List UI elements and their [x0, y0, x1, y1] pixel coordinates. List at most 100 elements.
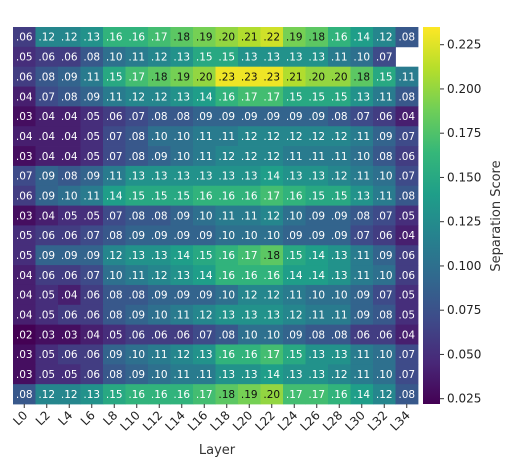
heatmap-cell — [350, 284, 374, 306]
heatmap-cell — [395, 205, 419, 226]
heatmap-cell — [215, 304, 239, 326]
heatmap-cell-label: .03 — [16, 151, 33, 163]
heatmap-cell — [103, 205, 126, 226]
heatmap-cell — [125, 66, 149, 87]
heatmap-cell-label: .09 — [173, 230, 190, 242]
heatmap-cell — [373, 324, 396, 345]
heatmap-cell-label: .11 — [353, 131, 370, 143]
heatmap-cell — [103, 27, 126, 48]
heatmap-cell — [260, 165, 284, 187]
heatmap-cell — [328, 66, 351, 87]
heatmap-cell-label: .04 — [398, 230, 415, 242]
heatmap-cell-label: .16 — [218, 250, 235, 262]
heatmap-cell-label: .16 — [331, 32, 348, 44]
heatmap-cell-label: .12 — [241, 290, 258, 302]
heatmap-cell-label: .08 — [38, 71, 55, 83]
heatmap-cell-label: .09 — [128, 369, 145, 381]
heatmap-cell-label: .11 — [398, 71, 415, 83]
heatmap-cell — [58, 27, 81, 48]
heatmap-cell — [305, 344, 329, 365]
heatmap-cell-label: .05 — [61, 369, 78, 381]
heatmap-cell — [13, 165, 36, 187]
heatmap-cell — [260, 66, 284, 87]
heatmap-cell-label: .04 — [16, 270, 33, 282]
heatmap-cell-label: .13 — [286, 369, 303, 381]
heatmap-cell — [305, 86, 329, 107]
heatmap-cell-label: .06 — [38, 270, 55, 282]
colorbar-tick-label: 0.150 — [447, 170, 481, 184]
heatmap-cell-label: .07 — [106, 131, 123, 143]
heatmap-cell — [125, 46, 149, 68]
heatmap-cell — [125, 205, 149, 226]
heatmap-cell-label: .12 — [218, 151, 235, 163]
heatmap-cell-label: .10 — [353, 151, 370, 163]
heatmap-cell-label: .11 — [286, 290, 303, 302]
heatmap-cell — [305, 245, 329, 266]
heatmap-cell-label: .13 — [241, 52, 258, 64]
heatmap-cell-label: .11 — [376, 91, 393, 103]
heatmap-cell-label: .07 — [128, 111, 145, 123]
heatmap-cell-label: .14 — [353, 32, 370, 44]
heatmap-cell — [350, 106, 374, 127]
heatmap-cell — [35, 384, 59, 405]
heatmap-cell — [58, 165, 81, 187]
heatmap-cell — [13, 245, 36, 266]
heatmap-cell-label: .09 — [241, 111, 258, 123]
heatmap-cell-label: .04 — [38, 151, 55, 163]
heatmap-cell — [193, 324, 216, 345]
heatmap-cell-label: .10 — [196, 210, 213, 222]
heatmap-cell-label: .03 — [16, 369, 33, 381]
heatmap-cell-label: .14 — [308, 250, 325, 262]
heatmap-cell-label: .11 — [331, 151, 348, 163]
heatmap-cell-label: .07 — [83, 270, 100, 282]
x-axis-ticks: L0 L2 L4 L6 L8L10L12L14L16L18L20L22L24L26L28… — [10, 404, 413, 434]
heatmap-cell — [103, 225, 126, 246]
heatmap-cell — [283, 205, 306, 226]
heatmap-cell — [58, 324, 81, 345]
heatmap-cell — [283, 27, 306, 48]
heatmap-cell-label: .14 — [353, 389, 370, 401]
heatmap-cell-label: .10 — [218, 290, 235, 302]
heatmap-cell-label: .22 — [263, 32, 280, 44]
heatmap-cell-label: .16 — [196, 190, 213, 202]
heatmap-cell — [328, 146, 351, 167]
heatmap-cell-label: .04 — [16, 91, 33, 103]
heatmap-cell-label: .13 — [128, 250, 145, 262]
heatmap-cell-label: .11 — [241, 210, 258, 222]
heatmap-cell-label: .08 — [398, 32, 415, 44]
heatmap-cell — [13, 304, 36, 326]
colorbar-tick-label: 0.100 — [447, 259, 481, 273]
heatmap-cell — [373, 304, 396, 326]
heatmap-cell-label: .06 — [398, 270, 415, 282]
heatmap-cell — [58, 185, 81, 206]
heatmap-cell — [328, 344, 351, 365]
heatmap-cell-label: .12 — [151, 270, 168, 282]
heatmap-cell — [395, 126, 419, 147]
heatmap-cell-label: .13 — [353, 190, 370, 202]
heatmap-cell — [148, 324, 171, 345]
heatmap-cell — [238, 265, 261, 286]
heatmap-cell-label: .12 — [286, 310, 303, 322]
heatmap-cell-label: .12 — [376, 32, 393, 44]
heatmap-cell-label: .23 — [263, 71, 280, 83]
heatmap-cell-label: .13 — [218, 369, 235, 381]
heatmap-cell — [238, 66, 261, 87]
heatmap-cell-label: .14 — [263, 369, 280, 381]
heatmap-cell — [103, 146, 126, 167]
heatmap-cell — [170, 324, 194, 345]
heatmap-cell-label: .16 — [263, 270, 280, 282]
heatmap-cell-label: .10 — [308, 290, 325, 302]
heatmap-cell — [35, 205, 59, 226]
heatmap-cell — [193, 265, 216, 286]
heatmap-cell — [328, 27, 351, 48]
heatmap-cell — [148, 205, 171, 226]
heatmap-cell-label: .12 — [61, 32, 78, 44]
heatmap-cell — [350, 185, 374, 206]
heatmap-cell — [215, 384, 239, 405]
heatmap-cell-label: .17 — [263, 349, 280, 361]
heatmap-cell — [283, 46, 306, 68]
heatmap-cell-label: .06 — [376, 111, 393, 123]
heatmap-cell-label: .08 — [128, 210, 145, 222]
heatmap-cell-label: .12 — [173, 349, 190, 361]
heatmap-cell-label: .16 — [218, 270, 235, 282]
